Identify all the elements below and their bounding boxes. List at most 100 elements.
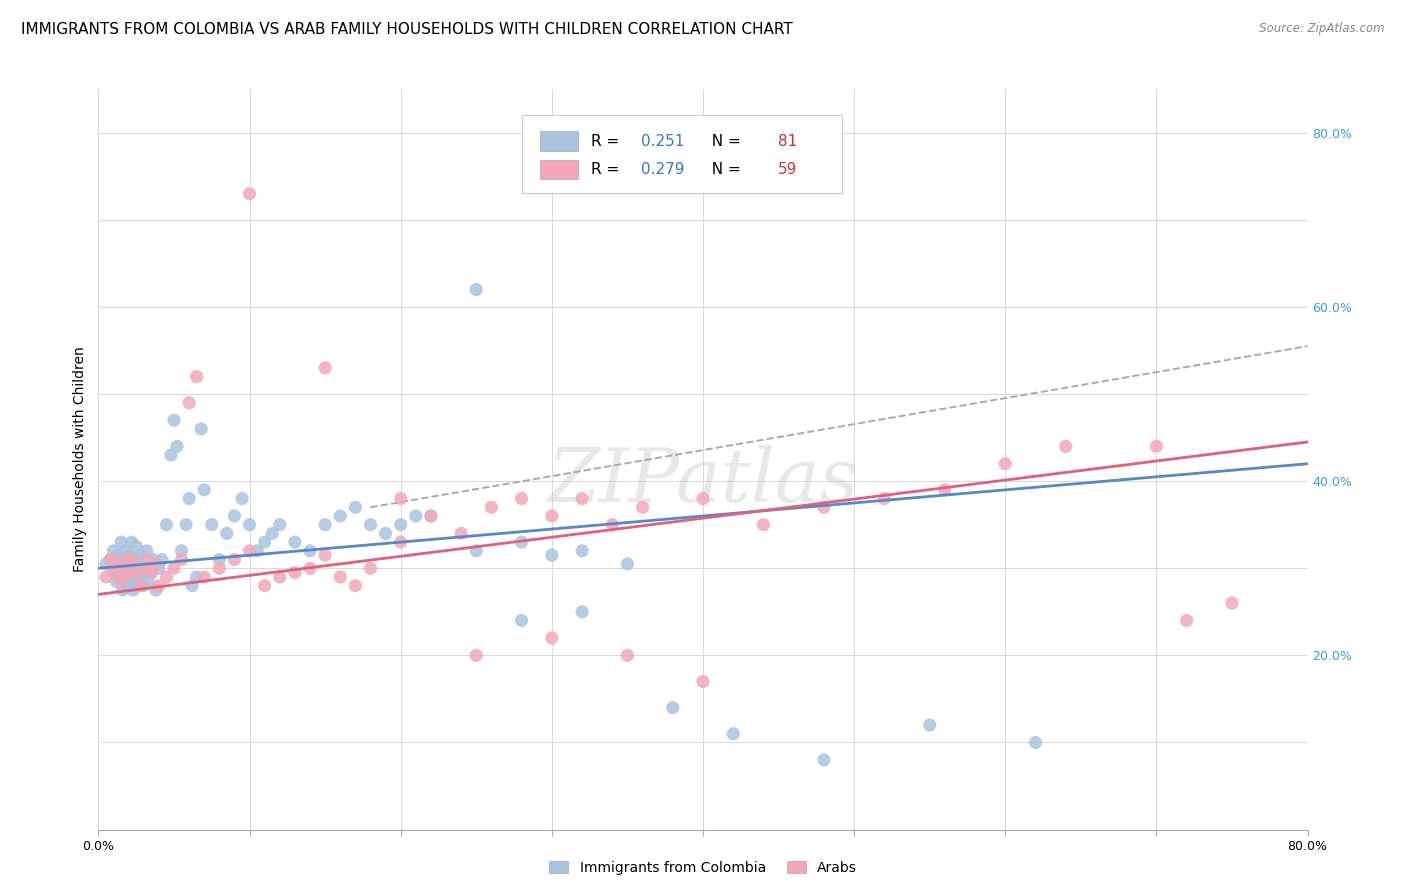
- Arabs: [389, 535, 412, 549]
- Arabs: [103, 566, 125, 580]
- Arabs: [631, 500, 654, 515]
- Arabs: [125, 566, 148, 580]
- Immigrants from Colombia: [163, 413, 186, 427]
- Immigrants from Colombia: [1024, 735, 1046, 749]
- Immigrants from Colombia: [510, 614, 533, 628]
- Arabs: [813, 500, 835, 515]
- Text: N =: N =: [702, 161, 745, 177]
- Immigrants from Colombia: [918, 718, 941, 732]
- Arabs: [360, 561, 382, 575]
- Arabs: [602, 517, 624, 532]
- Immigrants from Colombia: [121, 535, 143, 549]
- Immigrants from Colombia: [224, 508, 246, 523]
- Arabs: [540, 631, 562, 645]
- Arabs: [208, 561, 231, 575]
- Immigrants from Colombia: [389, 517, 412, 532]
- Immigrants from Colombia: [179, 491, 201, 506]
- Text: 0.279: 0.279: [641, 161, 685, 177]
- Immigrants from Colombia: [122, 582, 145, 597]
- Text: R =: R =: [591, 134, 624, 149]
- Immigrants from Colombia: [374, 526, 396, 541]
- Immigrants from Colombia: [465, 283, 488, 297]
- Immigrants from Colombia: [616, 557, 638, 571]
- Arabs: [118, 566, 141, 580]
- Immigrants from Colombia: [118, 561, 141, 575]
- Immigrants from Colombia: [420, 508, 443, 523]
- Arabs: [179, 396, 201, 410]
- Arabs: [481, 500, 503, 515]
- Immigrants from Colombia: [231, 491, 253, 506]
- Arabs: [132, 561, 155, 575]
- Immigrants from Colombia: [142, 552, 165, 566]
- Immigrants from Colombia: [329, 508, 352, 523]
- Text: 81: 81: [778, 134, 797, 149]
- Arabs: [1144, 439, 1167, 453]
- Immigrants from Colombia: [124, 566, 146, 580]
- Arabs: [1175, 614, 1198, 628]
- Immigrants from Colombia: [100, 552, 122, 566]
- Arabs: [450, 526, 472, 541]
- Text: R =: R =: [591, 161, 624, 177]
- Arabs: [100, 552, 122, 566]
- Arabs: [692, 674, 714, 689]
- Immigrants from Colombia: [112, 566, 135, 580]
- Arabs: [1220, 596, 1243, 610]
- Immigrants from Colombia: [193, 483, 215, 497]
- Arabs: [420, 508, 443, 523]
- Immigrants from Colombia: [128, 561, 150, 575]
- Arabs: [692, 491, 714, 506]
- Immigrants from Colombia: [136, 574, 159, 589]
- Arabs: [94, 570, 117, 584]
- Immigrants from Colombia: [344, 500, 367, 515]
- Immigrants from Colombia: [141, 566, 163, 580]
- Bar: [540, 131, 578, 151]
- Immigrants from Colombia: [239, 517, 262, 532]
- Arabs: [540, 508, 562, 523]
- Arabs: [111, 561, 134, 575]
- Arabs: [314, 548, 336, 562]
- Immigrants from Colombia: [110, 552, 132, 566]
- Immigrants from Colombia: [299, 544, 322, 558]
- Immigrants from Colombia: [269, 517, 291, 532]
- Immigrants from Colombia: [105, 561, 128, 575]
- Immigrants from Colombia: [170, 544, 193, 558]
- Immigrants from Colombia: [125, 552, 148, 566]
- Arabs: [155, 570, 177, 584]
- Arabs: [121, 552, 143, 566]
- Immigrants from Colombia: [540, 548, 562, 562]
- Immigrants from Colombia: [115, 579, 138, 593]
- Immigrants from Colombia: [114, 557, 136, 571]
- Immigrants from Colombia: [190, 422, 212, 436]
- Immigrants from Colombia: [465, 544, 488, 558]
- Immigrants from Colombia: [127, 574, 149, 589]
- FancyBboxPatch shape: [522, 115, 842, 193]
- Immigrants from Colombia: [148, 561, 170, 575]
- Immigrants from Colombia: [661, 700, 683, 714]
- Arabs: [344, 579, 367, 593]
- Arabs: [934, 483, 956, 497]
- Arabs: [1054, 439, 1077, 453]
- Immigrants from Colombia: [813, 753, 835, 767]
- Arabs: [186, 369, 208, 384]
- Immigrants from Colombia: [108, 570, 131, 584]
- Arabs: [269, 570, 291, 584]
- Text: ZIPatlas: ZIPatlas: [547, 445, 859, 518]
- Immigrants from Colombia: [284, 535, 307, 549]
- Arabs: [329, 570, 352, 584]
- Arabs: [193, 570, 215, 584]
- Immigrants from Colombia: [571, 544, 593, 558]
- Arabs: [994, 457, 1017, 471]
- Immigrants from Colombia: [135, 544, 157, 558]
- Immigrants from Colombia: [111, 582, 134, 597]
- Immigrants from Colombia: [118, 548, 141, 562]
- Arabs: [389, 491, 412, 506]
- Arabs: [571, 491, 593, 506]
- Bar: [540, 160, 578, 178]
- Immigrants from Colombia: [132, 579, 155, 593]
- Immigrants from Colombia: [360, 517, 382, 532]
- Immigrants from Colombia: [246, 544, 269, 558]
- Immigrants from Colombia: [107, 548, 129, 562]
- Text: N =: N =: [702, 134, 745, 149]
- Immigrants from Colombia: [150, 552, 173, 566]
- Immigrants from Colombia: [405, 508, 427, 523]
